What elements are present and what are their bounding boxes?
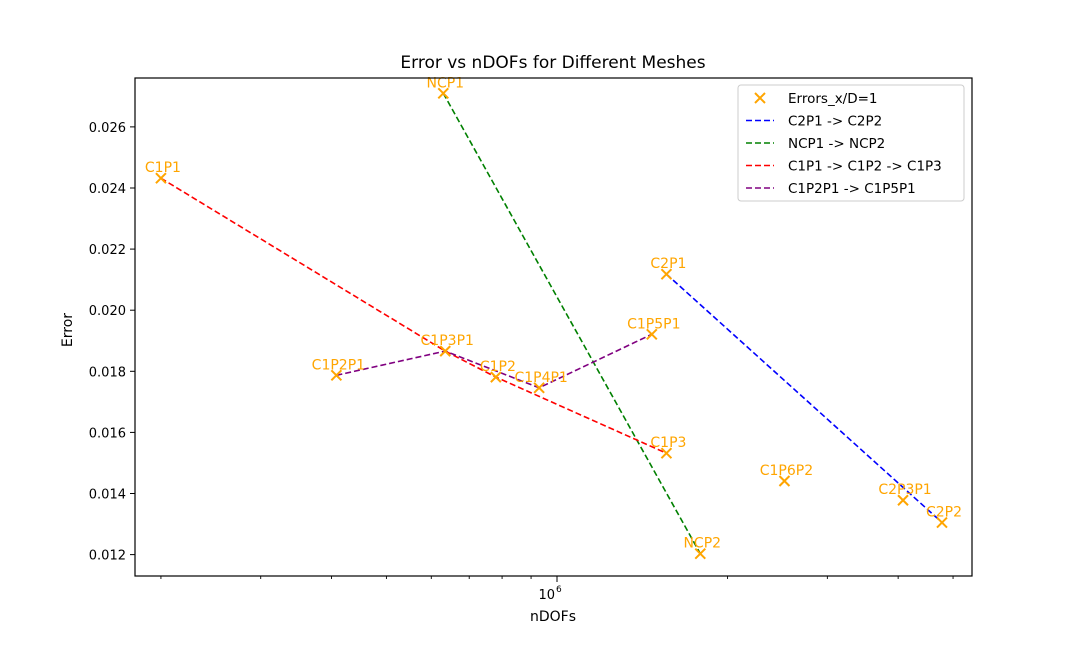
data-point-label: NCP2: [683, 536, 721, 552]
y-axis-label: Error: [60, 313, 76, 347]
data-point-marker: [646, 328, 658, 341]
legend-entry-label: C2P1 -> C2P2: [788, 114, 882, 130]
data-point-label: C2P1: [650, 256, 686, 272]
data-point-label: C1P3: [650, 435, 686, 451]
data-point-marker: [694, 547, 706, 560]
axis-ticks: 0.012 0.014 0.016 0.018 0.020 0.022 0.024 0.026…: [89, 121, 954, 603]
data-point-label: C1P5P1: [627, 316, 680, 332]
series-line: [442, 92, 701, 555]
chart-title: Error vs nDOFs for Different Meshes: [400, 53, 705, 73]
data-point-marker: [490, 371, 502, 383]
data-point-label: C2P2: [926, 505, 962, 521]
data-points: [155, 87, 948, 560]
series-line: [336, 333, 653, 389]
y-tick-label: 0.026: [89, 121, 126, 136]
data-point-marker: [778, 475, 791, 487]
y-tick-label: 0.022: [89, 243, 126, 258]
data-point-label: C1P2P1: [312, 357, 365, 373]
data-point-marker: [660, 268, 673, 280]
series-line: [160, 177, 667, 454]
data-point-label: NCP1: [426, 75, 464, 91]
legend-entry-label: C1P1 -> C1P2 -> C1P3: [788, 159, 942, 175]
legend-entry-label: C1P2P1 -> C1P5P1: [788, 181, 916, 197]
y-tick-label: 0.012: [89, 549, 126, 564]
data-point-label: C1P2: [480, 359, 516, 375]
series-lines: [160, 92, 943, 555]
legend-box: [737, 84, 965, 202]
data-point-label: C2P3P1: [878, 482, 931, 498]
legend: Errors_x/D=1 C2P1 -> C2P2 NCP1 -> NCP2 C1P1…: [737, 84, 965, 202]
y-tick-label: 0.016: [89, 426, 126, 441]
legend-entry-label: Errors_x/D=1: [788, 91, 878, 107]
y-tick-label: 0.024: [89, 182, 126, 197]
data-point-marker: [330, 369, 343, 381]
data-point-label: C1P3P1: [421, 333, 474, 349]
legend-marker: [754, 92, 766, 104]
data-point-marker: [897, 494, 909, 506]
data-point-marker: [533, 382, 545, 394]
x-tick-label-base: 10: [538, 588, 555, 603]
data-point-label: C1P4P1: [514, 370, 567, 386]
y-tick-label: 0.014: [89, 488, 126, 503]
y-tick-label: 0.018: [89, 365, 126, 380]
data-point-marker: [439, 345, 451, 357]
data-point-marker: [936, 516, 948, 529]
legend-entry-label: NCP1 -> NCP2: [788, 136, 885, 152]
y-tick-label: 0.020: [89, 304, 126, 319]
x-axis-label: nDOFs: [530, 609, 576, 625]
data-point-marker: [660, 447, 673, 459]
x-tick-label-exponent: 6: [556, 585, 562, 595]
series-line: [665, 273, 943, 524]
data-point-label: C1P1: [145, 160, 181, 176]
plot-frame: [134, 77, 973, 577]
data-point-marker: [155, 172, 167, 184]
data-point-marker: [437, 87, 449, 99]
data-point-label: C1P6P2: [760, 463, 813, 479]
